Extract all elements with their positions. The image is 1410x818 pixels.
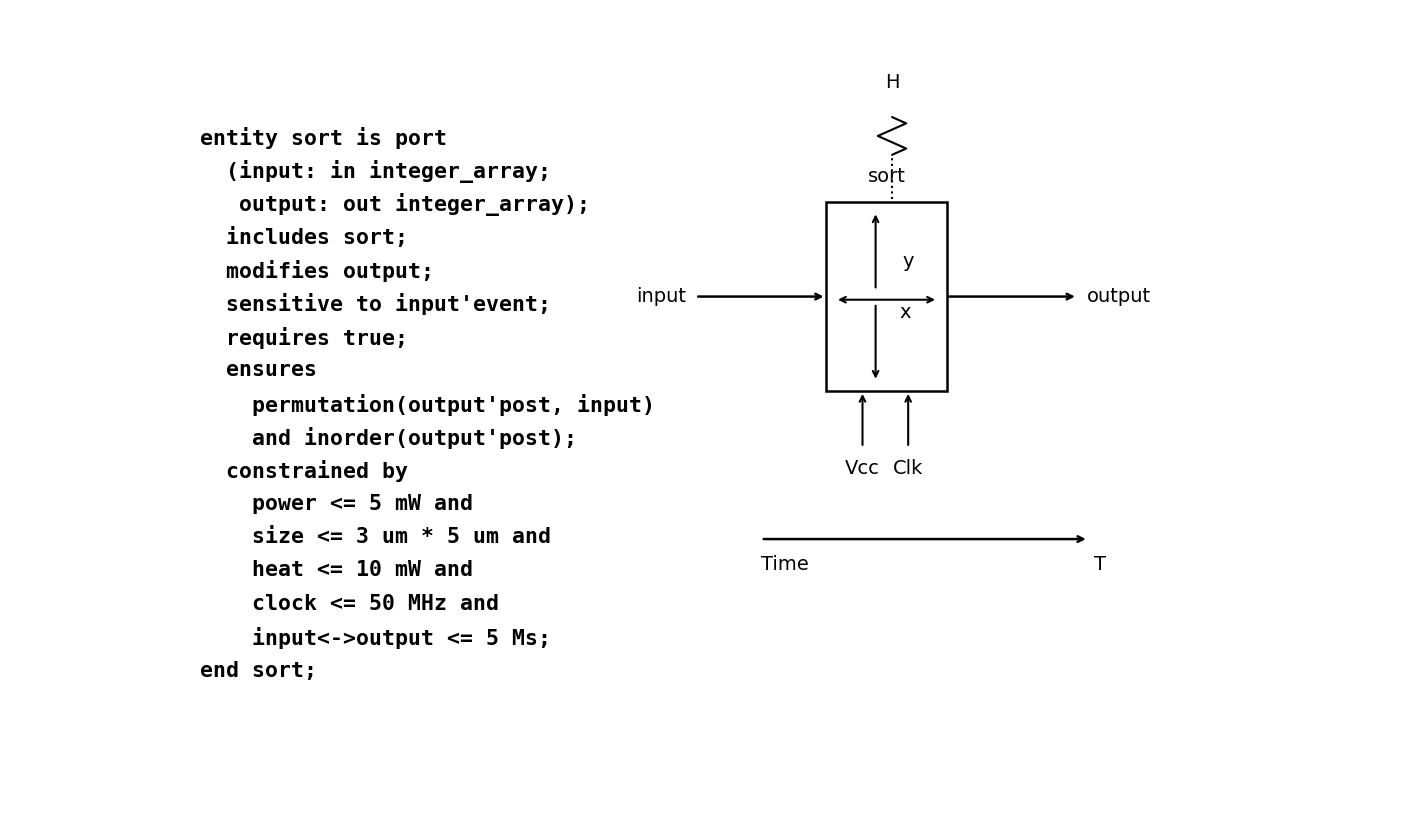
Text: requires true;: requires true; <box>200 327 409 348</box>
Text: Vcc: Vcc <box>845 459 880 478</box>
Text: end sort;: end sort; <box>200 661 317 681</box>
Text: sensitive to input'event;: sensitive to input'event; <box>200 294 551 316</box>
Text: includes sort;: includes sort; <box>200 227 409 248</box>
Text: clock <= 50 MHz and: clock <= 50 MHz and <box>200 594 499 614</box>
Text: T: T <box>1094 555 1107 573</box>
Text: and inorder(output'post);: and inorder(output'post); <box>200 427 577 449</box>
Text: y: y <box>902 253 915 272</box>
Text: size <= 3 um * 5 um and: size <= 3 um * 5 um and <box>200 527 551 547</box>
Text: input<->output <= 5 Ms;: input<->output <= 5 Ms; <box>200 627 551 649</box>
Text: (input: in integer_array;: (input: in integer_array; <box>200 160 551 183</box>
Text: H: H <box>884 73 900 92</box>
Text: x: x <box>900 303 911 321</box>
Text: entity sort is port: entity sort is port <box>200 127 447 149</box>
Text: output: out integer_array);: output: out integer_array); <box>200 193 591 216</box>
Text: Clk: Clk <box>893 459 924 478</box>
Text: output: output <box>1087 287 1151 306</box>
Text: power <= 5 mW and: power <= 5 mW and <box>200 494 474 514</box>
Text: ensures: ensures <box>200 360 317 380</box>
Text: heat <= 10 mW and: heat <= 10 mW and <box>200 560 474 581</box>
Text: input: input <box>636 287 687 306</box>
Text: modifies output;: modifies output; <box>200 260 434 282</box>
Text: sort: sort <box>867 168 905 187</box>
Text: constrained by: constrained by <box>200 461 409 483</box>
Text: Time: Time <box>761 555 808 573</box>
Bar <box>826 202 946 391</box>
Text: permutation(output'post, input): permutation(output'post, input) <box>200 393 656 416</box>
